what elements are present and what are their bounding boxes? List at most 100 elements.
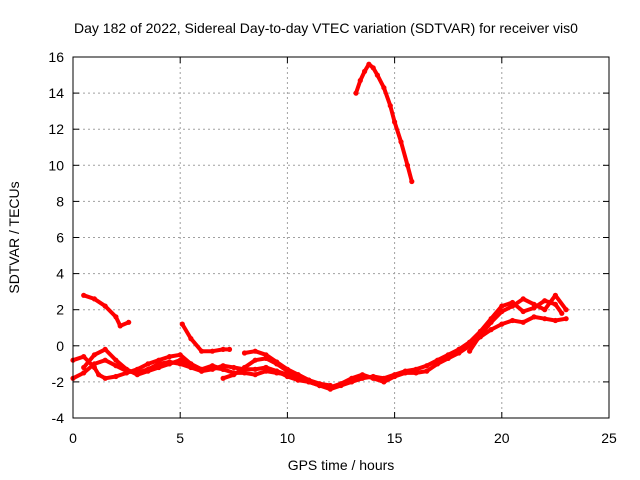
data-point	[434, 361, 441, 367]
data-point	[531, 301, 537, 307]
data-point	[404, 162, 411, 168]
data-point	[226, 346, 233, 352]
y-tick-label: 10	[48, 157, 64, 173]
y-tick-label: 8	[56, 193, 64, 209]
data-point	[96, 372, 102, 378]
data-point	[509, 317, 516, 324]
data-point	[456, 350, 462, 356]
x-tick-label: 15	[387, 430, 403, 446]
data-point	[359, 372, 365, 378]
data-point	[317, 382, 323, 389]
data-point	[542, 316, 548, 322]
data-point	[209, 348, 215, 354]
data-point	[220, 366, 226, 372]
data-point	[252, 357, 258, 363]
data-point	[559, 310, 565, 316]
data-point	[374, 72, 380, 78]
data-point	[370, 65, 376, 71]
data-point	[295, 372, 301, 378]
data-point	[102, 357, 108, 363]
y-tick-label: 12	[48, 121, 64, 137]
data-point	[274, 359, 280, 365]
x-tick-label: 20	[494, 430, 510, 446]
data-point	[520, 319, 526, 325]
x-axis-label: GPS time / hours	[288, 457, 395, 473]
data-point	[252, 366, 258, 372]
data-point	[231, 364, 237, 371]
data-point	[220, 375, 226, 381]
data-point	[542, 298, 548, 304]
series-track-5	[179, 321, 233, 354]
x-tick-label: 25	[601, 430, 617, 446]
data-point	[499, 321, 505, 327]
data-point	[542, 307, 548, 313]
y-tick-label: 0	[56, 338, 64, 354]
y-tick-label: 16	[48, 49, 64, 65]
data-point	[199, 348, 205, 354]
data-point	[263, 364, 269, 371]
data-point	[353, 90, 359, 96]
data-point	[124, 366, 130, 372]
data-point	[166, 354, 173, 360]
data-point	[381, 379, 387, 385]
data-point	[357, 77, 363, 84]
data-point	[349, 375, 355, 381]
x-tick-label: 0	[69, 430, 77, 446]
data-point	[113, 363, 119, 369]
data-point	[252, 348, 258, 354]
data-point	[145, 361, 151, 367]
data-point	[81, 364, 87, 371]
chart-title: Day 182 of 2022, Sidereal Day-to-day VTE…	[74, 20, 578, 36]
series-line	[81, 293, 131, 328]
data-point	[445, 355, 451, 361]
data-point	[552, 301, 559, 307]
data-point	[362, 68, 368, 74]
data-point	[81, 370, 87, 376]
data-point	[402, 370, 408, 376]
data-point	[177, 357, 183, 363]
y-tick-label: -4	[52, 410, 65, 426]
data-point	[177, 352, 183, 358]
series-track-9	[353, 61, 415, 185]
data-point	[91, 296, 97, 302]
data-point	[509, 303, 516, 309]
data-point	[413, 370, 419, 376]
data-point	[488, 327, 494, 333]
data-point	[467, 348, 473, 354]
data-point	[392, 373, 398, 380]
data-point	[91, 352, 97, 358]
data-point	[188, 361, 194, 367]
data-point	[284, 373, 290, 380]
data-point	[370, 375, 376, 381]
data-point	[113, 357, 119, 363]
data-point	[156, 357, 162, 363]
y-tick-label: 2	[56, 302, 64, 318]
data-point	[387, 103, 393, 109]
y-axis-label: SDTVAR / TECUs	[6, 181, 22, 293]
axis-ticks: 0 5 10 15 20 25 -4 -2 0 2 4 6 8 10 12 14 16	[48, 49, 617, 446]
data-point	[409, 178, 415, 185]
data-point	[327, 384, 333, 390]
data-point	[241, 350, 248, 356]
data-point	[91, 361, 97, 367]
data-point	[366, 61, 372, 67]
series-line	[354, 62, 414, 184]
data-point	[166, 361, 173, 367]
data-point	[552, 317, 559, 324]
data-point	[499, 303, 505, 309]
data-point	[199, 366, 205, 372]
data-point	[520, 296, 526, 302]
data-point	[520, 308, 526, 315]
data-point	[274, 368, 280, 374]
data-point	[113, 373, 119, 380]
data-point	[499, 308, 505, 315]
data-point	[263, 352, 269, 358]
data-point	[563, 316, 569, 322]
data-point	[413, 366, 419, 372]
data-point	[102, 375, 108, 381]
data-point	[102, 346, 108, 352]
data-point	[392, 119, 398, 125]
data-point	[295, 377, 301, 383]
data-point	[117, 323, 123, 329]
